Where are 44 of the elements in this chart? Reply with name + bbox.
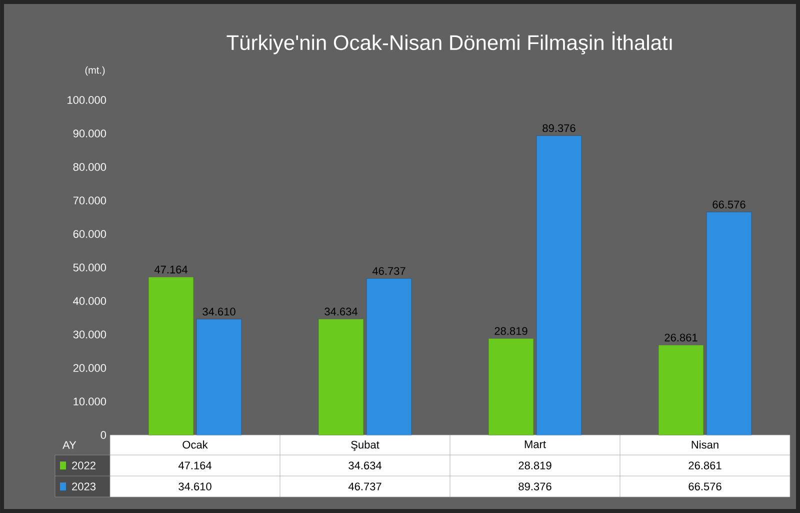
bar (658, 344, 704, 436)
y-tick-label: 40.000 (73, 297, 106, 305)
y-tick-label: 90.000 (73, 130, 106, 138)
y-tick-label: 80.000 (73, 163, 106, 171)
x-axis-title: AY (62, 441, 76, 449)
legend-label: 2023 (72, 482, 96, 490)
x-tick-label: Nisan (692, 440, 718, 449)
chart-title: Türkiye'nin Ocak-Nisan Dönemi Filmaşin İthalatı (226, 32, 672, 54)
bar (366, 278, 412, 436)
x-tick-label: Mart (524, 440, 546, 448)
x-tick-label: Şubat (351, 440, 380, 451)
text: 28.819 (494, 327, 528, 335)
data-label: 34.610 (178, 482, 212, 490)
data-label: 66.576 (688, 482, 722, 490)
data-label: 34.634 (348, 462, 382, 470)
text: 34.610 (202, 308, 236, 316)
data-label: 46.737 (348, 482, 382, 490)
bar (318, 318, 364, 436)
text: 89.376 (542, 124, 576, 132)
data-label: 47.164 (178, 462, 212, 470)
text: 46.737 (372, 267, 406, 275)
y-tick-label: 30.000 (73, 330, 106, 338)
data-label: 89.376 (518, 482, 552, 490)
data-label: 28.819 (518, 462, 552, 470)
bar (148, 276, 194, 436)
bar (196, 318, 242, 436)
y-tick-label: 60.000 (73, 230, 106, 238)
text: 26.861 (664, 334, 698, 342)
y-axis-title: (mt.) (85, 66, 105, 76)
y-tick-label: 20.000 (73, 364, 106, 372)
bar (706, 212, 752, 436)
y-tick-label: 70.000 (73, 196, 106, 204)
y-tick-label: 100.000 (68, 96, 106, 104)
text: 34.634 (324, 308, 358, 316)
bar (536, 135, 582, 436)
legend-label: 2022 (72, 462, 96, 470)
y-tick-label: 10.000 (74, 398, 106, 406)
data-label: 26.861 (688, 462, 722, 470)
bar (488, 338, 534, 436)
text: 47.164 (154, 266, 188, 274)
y-tick-label: 0 (100, 431, 106, 439)
y-tick-label: 50.000 (73, 264, 106, 272)
text: 66.576 (712, 200, 746, 208)
x-tick-label: Ocak (182, 440, 208, 449)
